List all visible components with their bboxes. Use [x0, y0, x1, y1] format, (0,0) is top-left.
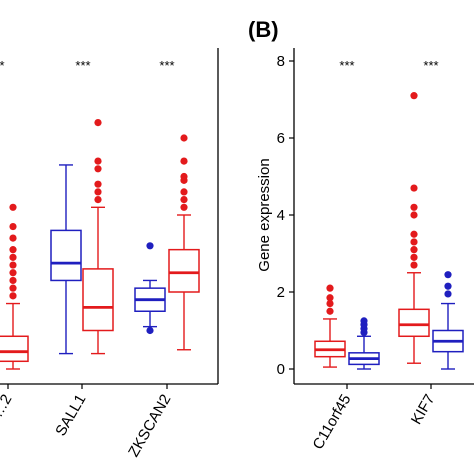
outlier-point: [146, 242, 154, 250]
outlier-point: [146, 326, 154, 335]
outlier-point: [326, 284, 334, 292]
box-iqr: [82, 268, 114, 332]
outlier-point: [9, 284, 17, 292]
outlier-point: [9, 261, 17, 269]
outlier-point: [326, 307, 334, 315]
significance-label: ***: [0, 58, 5, 73]
outlier-point: [444, 282, 452, 290]
outlier-point: [9, 246, 17, 254]
outlier-point: [94, 188, 102, 196]
x-tick-label: C11orf45: [309, 392, 354, 453]
outlier-point: [410, 261, 418, 269]
outlier-point: [94, 165, 102, 173]
outlier-point: [326, 299, 334, 308]
y-tick-label: 4: [277, 207, 285, 224]
outlier-point: [9, 276, 17, 285]
significance-label: ***: [339, 58, 354, 73]
box-iqr: [398, 308, 430, 338]
outlier-point: [410, 203, 418, 211]
outlier-point: [94, 119, 102, 127]
outlier-point: [410, 253, 418, 261]
outlier-point: [9, 203, 17, 211]
outlier-point: [180, 203, 188, 211]
outlier-point: [444, 290, 452, 298]
y-tick-label: 2: [277, 284, 285, 301]
outlier-point: [410, 230, 418, 238]
outlier-point: [94, 196, 102, 204]
x-tick-label: ZKSCAN2: [125, 392, 174, 460]
outlier-point: [180, 188, 188, 196]
panel-b-label: (B): [248, 17, 279, 42]
outlier-point: [9, 234, 17, 242]
outlier-point: [326, 294, 334, 302]
outlier-point: [444, 271, 452, 279]
outlier-point: [94, 180, 102, 188]
significance-label: ***: [75, 58, 90, 73]
y-tick-label: 0: [277, 361, 285, 378]
box-iqr: [168, 248, 200, 293]
y-tick-label: 6: [277, 130, 285, 147]
outlier-point: [410, 246, 418, 254]
significance-label: ***: [159, 58, 174, 73]
outlier-point: [94, 157, 102, 165]
panel-b: 0 2 4 6 8 C11orf45 *** KIF7 ***: [277, 48, 474, 452]
y-axis-title: Gene expression: [256, 158, 273, 271]
outlier-point: [180, 196, 188, 204]
outlier-point: [410, 184, 418, 192]
significance-label: ***: [423, 58, 438, 73]
outlier-point: [9, 292, 17, 300]
box-iqr: [0, 335, 29, 363]
x-tick-label: KIF7: [408, 392, 439, 428]
outlier-point: [180, 172, 188, 181]
y-tick-label: 8: [277, 53, 285, 70]
outlier-point: [410, 211, 418, 219]
outlier-point: [180, 157, 188, 165]
panel-a: …2 *** SALL1 *** ZKSCAN2 ***: [0, 48, 219, 460]
outlier-point: [9, 253, 17, 261]
outlier-point: [410, 92, 418, 100]
outlier-point: [9, 269, 17, 277]
x-tick-label: SALL1: [52, 392, 89, 440]
outlier-point: [360, 317, 368, 325]
x-tick-label: …2: [0, 392, 15, 421]
outlier-point: [410, 238, 418, 246]
outlier-point: [180, 134, 188, 142]
box-iqr: [50, 229, 82, 282]
outlier-point: [9, 222, 17, 231]
